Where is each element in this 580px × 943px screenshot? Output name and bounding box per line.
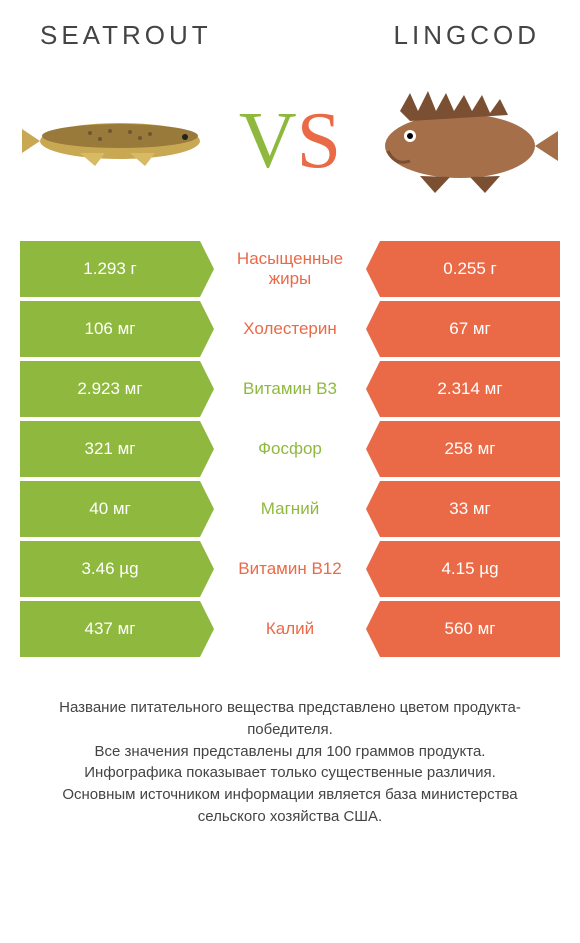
left-value: 437 мг bbox=[20, 601, 200, 657]
nutrient-label-text: Фосфор bbox=[240, 439, 340, 459]
lingcod-image bbox=[360, 71, 560, 211]
left-product-title: Seatrout bbox=[40, 20, 212, 51]
nutrient-label-text: Насыщенные жиры bbox=[200, 249, 380, 289]
lingcod-icon bbox=[360, 71, 560, 211]
nutrient-row: 40 мг Магний 33 мг bbox=[20, 481, 560, 537]
seatrout-image bbox=[20, 71, 220, 211]
nutrient-label-text: Холестерин bbox=[225, 319, 355, 339]
vs-s: S bbox=[297, 97, 342, 185]
footer-line-1: Название питательного вещества представл… bbox=[30, 697, 550, 741]
nutrient-row: 106 мг Холестерин 67 мг bbox=[20, 301, 560, 357]
footer-line-3: Инфографика показывает только существенн… bbox=[30, 762, 550, 784]
right-value: 2.314 мг bbox=[380, 361, 560, 417]
right-value: 4.15 µg bbox=[380, 541, 560, 597]
left-value: 3.46 µg bbox=[20, 541, 200, 597]
footer-line-4: Основным источником информации является … bbox=[30, 784, 550, 828]
nutrient-label: Витамин B12 bbox=[200, 541, 380, 597]
vs-label: VS bbox=[239, 96, 341, 187]
nutrient-label-text: Витамин B3 bbox=[225, 379, 355, 399]
nutrient-label: Магний bbox=[200, 481, 380, 537]
nutrient-row: 1.293 гНасыщенные жиры0.255 г bbox=[20, 241, 560, 297]
left-value: 2.923 мг bbox=[20, 361, 200, 417]
right-value: 33 мг bbox=[380, 481, 560, 537]
nutrient-table: 1.293 гНасыщенные жиры0.255 г106 мгХолес… bbox=[20, 241, 560, 657]
right-product-title: Lingcod bbox=[394, 20, 540, 51]
left-value: 1.293 г bbox=[20, 241, 200, 297]
vs-v: V bbox=[239, 97, 297, 185]
nutrient-label-text: Витамин B12 bbox=[220, 559, 359, 579]
images-row: VS bbox=[0, 61, 580, 241]
nutrient-label: Витамин B3 bbox=[200, 361, 380, 417]
nutrient-label: Калий bbox=[200, 601, 380, 657]
right-value: 560 мг bbox=[380, 601, 560, 657]
right-value: 0.255 г bbox=[380, 241, 560, 297]
footer-line-2: Все значения представлены для 100 граммо… bbox=[30, 741, 550, 763]
nutrient-label-text: Магний bbox=[243, 499, 337, 519]
seatrout-icon bbox=[20, 71, 220, 211]
nutrient-label-text: Калий bbox=[248, 619, 332, 639]
nutrient-label: Насыщенные жиры bbox=[200, 241, 380, 297]
right-value: 258 мг bbox=[380, 421, 560, 477]
nutrient-row: 3.46 µg Витамин B12 4.15 µg bbox=[20, 541, 560, 597]
nutrient-row: 437 мг Калий 560 мг bbox=[20, 601, 560, 657]
right-value: 67 мг bbox=[380, 301, 560, 357]
footer-notes: Название питательного вещества представл… bbox=[30, 697, 550, 828]
nutrient-label: Холестерин bbox=[200, 301, 380, 357]
header: Seatrout Lingcod bbox=[0, 0, 580, 61]
left-value: 40 мг bbox=[20, 481, 200, 537]
left-value: 106 мг bbox=[20, 301, 200, 357]
nutrient-row: 321 мг Фосфор 258 мг bbox=[20, 421, 560, 477]
left-value: 321 мг bbox=[20, 421, 200, 477]
nutrient-row: 2.923 мг Витамин B3 2.314 мг bbox=[20, 361, 560, 417]
nutrient-label: Фосфор bbox=[200, 421, 380, 477]
